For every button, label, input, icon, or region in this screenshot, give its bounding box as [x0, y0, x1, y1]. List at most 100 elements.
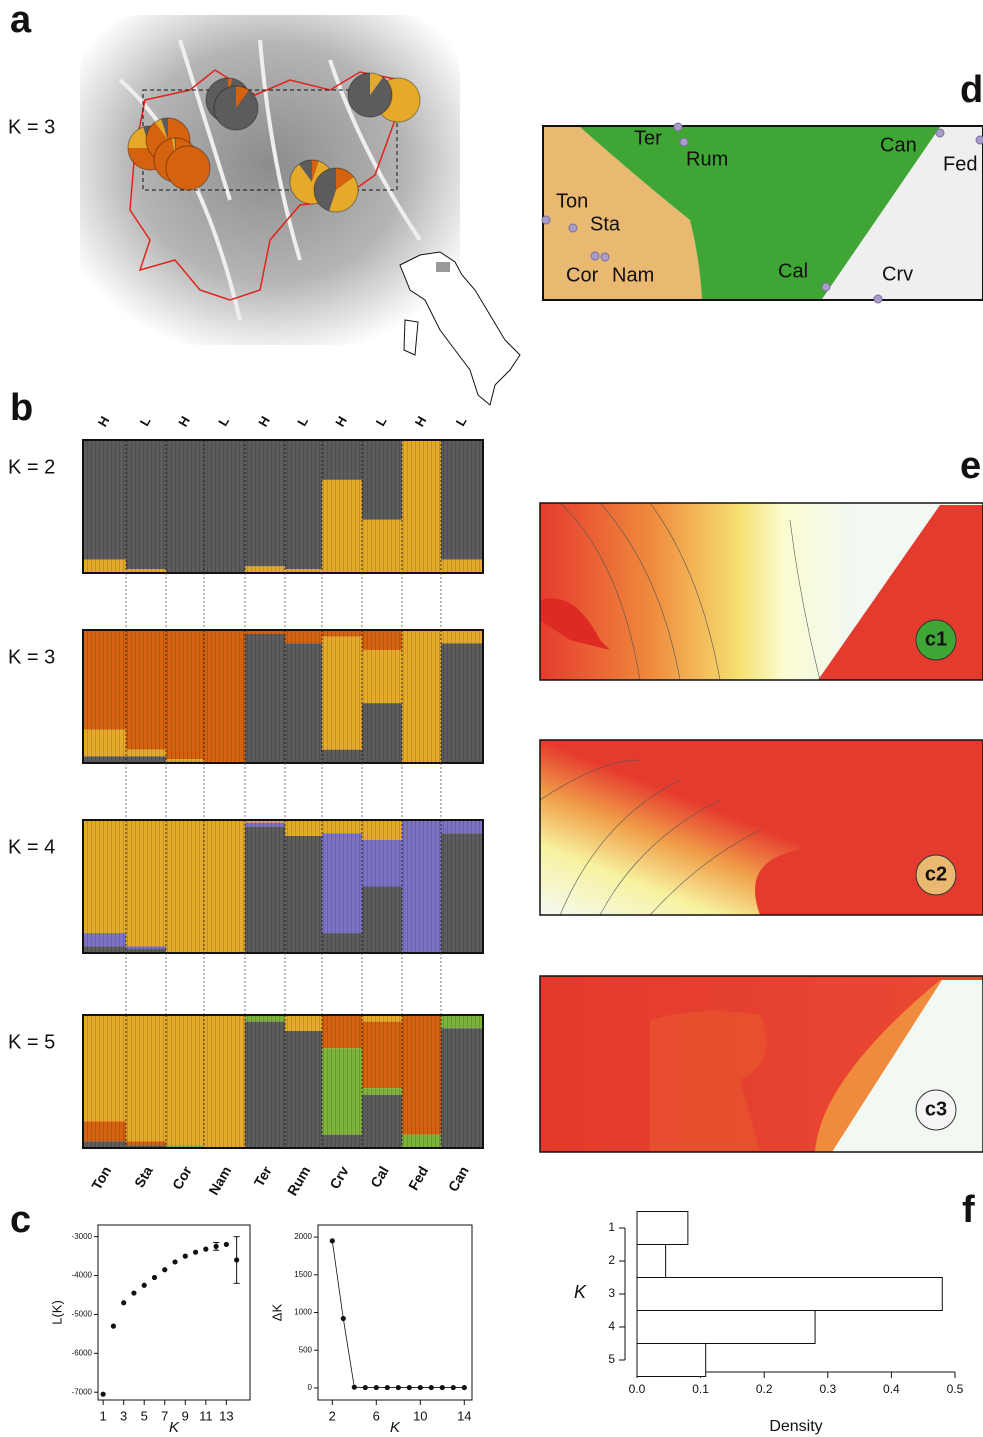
- point: [193, 1250, 198, 1255]
- point: [374, 1385, 379, 1390]
- site-label: Nam: [612, 264, 654, 286]
- site-dot: [569, 224, 577, 232]
- site-label: Crv: [882, 263, 913, 285]
- x-tick-label: 1: [100, 1408, 107, 1423]
- y-tick-label: 5: [608, 1352, 615, 1366]
- x-tick-label: 9: [182, 1408, 189, 1423]
- x-axis-label: K: [390, 1419, 401, 1436]
- site-dot: [936, 129, 944, 137]
- x-tick-label: 0.3: [819, 1382, 836, 1396]
- population-label: Cal: [367, 1163, 392, 1190]
- x-tick-label: 10: [413, 1408, 427, 1423]
- y-tick-label: 3: [608, 1286, 615, 1300]
- site-dot: [591, 252, 599, 260]
- site-dot: [822, 283, 830, 291]
- habitat-label: H: [255, 414, 273, 430]
- x-tick-label: 0.5: [947, 1382, 964, 1396]
- site-label: Cor: [566, 264, 599, 286]
- individual-lines: [83, 630, 483, 763]
- habitat-label: L: [215, 414, 232, 428]
- site-label: Cal: [778, 260, 808, 282]
- panel-label: e: [960, 445, 981, 487]
- individual-lines: [83, 1015, 483, 1148]
- y-tick-label: 4: [608, 1319, 615, 1333]
- point: [418, 1385, 423, 1390]
- site-dot: [680, 138, 688, 146]
- point: [363, 1385, 368, 1390]
- map-a: [80, 15, 520, 405]
- x-tick-label: 0.1: [692, 1382, 709, 1396]
- panel-label: a: [10, 0, 32, 41]
- point: [214, 1244, 219, 1249]
- k-label: K = 5: [8, 1031, 55, 1053]
- bar: [637, 1212, 688, 1245]
- site-dot: [601, 253, 609, 261]
- point: [407, 1385, 412, 1390]
- k-label: K = 2: [8, 456, 55, 478]
- y-tick-label: -5000: [72, 1310, 93, 1319]
- point: [352, 1385, 357, 1390]
- population-label: Sta: [131, 1163, 156, 1190]
- x-tick-label: 3: [120, 1408, 127, 1423]
- y-tick-label: -4000: [72, 1271, 93, 1280]
- point: [330, 1238, 335, 1243]
- point: [234, 1257, 239, 1262]
- k-label: K = 3: [8, 646, 55, 668]
- point: [462, 1385, 467, 1390]
- x-tick-label: 2: [329, 1408, 336, 1423]
- point: [429, 1385, 434, 1390]
- k-label: K = 4: [8, 836, 55, 858]
- population-label: Ton: [88, 1163, 114, 1192]
- x-tick-label: 11: [199, 1408, 213, 1423]
- y-tick-label: -7000: [72, 1387, 93, 1396]
- site-label: Ter: [634, 127, 662, 149]
- x-tick-label: 5: [141, 1408, 148, 1423]
- maps-e: c1 c2 c3: [540, 503, 983, 1152]
- point: [451, 1385, 456, 1390]
- point: [142, 1283, 147, 1288]
- bar: [637, 1278, 942, 1311]
- point: [152, 1275, 157, 1280]
- site-label: Sta: [590, 213, 621, 235]
- x-tick-label: 0.4: [883, 1382, 900, 1396]
- population-label: Ter: [251, 1163, 276, 1189]
- habitat-label: H: [412, 414, 430, 430]
- y-axis-label: K: [574, 1282, 587, 1302]
- y-tick-label: 1500: [294, 1270, 312, 1279]
- plot-frame: [318, 1225, 472, 1400]
- point: [101, 1392, 106, 1397]
- individual-lines: [83, 440, 483, 573]
- point: [162, 1267, 167, 1272]
- plot-frame: [98, 1225, 250, 1400]
- site-label: Rum: [686, 148, 728, 170]
- site-label: Fed: [943, 153, 977, 175]
- badge-label: c3: [925, 1098, 947, 1120]
- x-tick-label: 7: [161, 1408, 168, 1423]
- bar: [637, 1344, 706, 1377]
- point: [385, 1385, 390, 1390]
- point: [341, 1316, 346, 1321]
- inset-marker: [436, 262, 450, 272]
- x-axis-label: Density: [769, 1418, 822, 1435]
- population-label: Can: [445, 1163, 472, 1194]
- panel-label: f: [962, 1189, 975, 1231]
- y-tick-label: -3000: [72, 1232, 93, 1241]
- terrain: [80, 15, 460, 345]
- site-dot: [674, 123, 682, 131]
- y-axis-label: L(K): [49, 1300, 64, 1325]
- y-tick-label: 1: [608, 1220, 615, 1234]
- habitat-label: H: [95, 414, 113, 430]
- y-tick-label: 500: [299, 1345, 313, 1354]
- population-label: Fed: [405, 1163, 431, 1193]
- x-tick-label: 13: [219, 1408, 233, 1423]
- bar: [637, 1245, 666, 1278]
- point: [396, 1385, 401, 1390]
- x-tick-label: 0.2: [756, 1382, 773, 1396]
- habitat-label: L: [373, 414, 390, 428]
- x-tick-label: 0.0: [629, 1382, 646, 1396]
- point: [111, 1324, 116, 1329]
- point: [172, 1259, 177, 1264]
- point: [203, 1247, 208, 1252]
- habitat-label: L: [453, 414, 470, 428]
- habitat-label: H: [175, 414, 193, 430]
